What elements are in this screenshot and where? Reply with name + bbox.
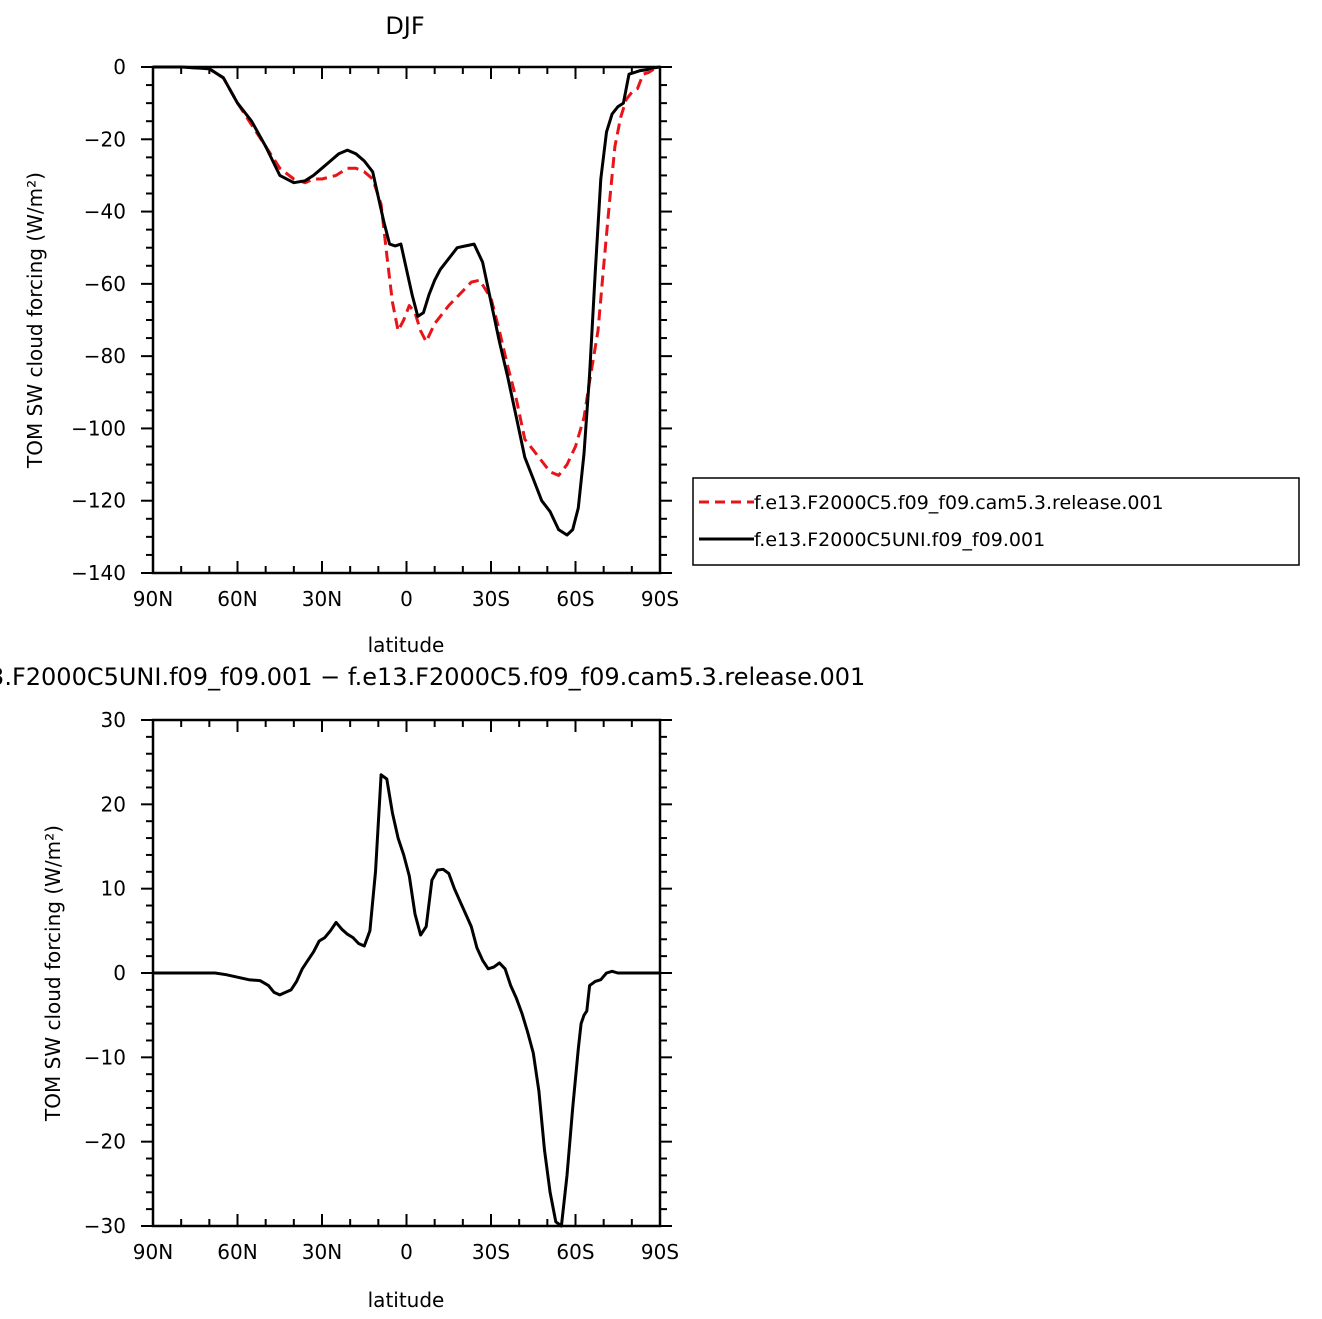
legend: f.e13.F2000C5.f09_f09.cam5.3.release.001…	[692, 477, 1300, 566]
legend-label-uni: f.e13.F2000C5UNI.f09_f09.001	[754, 529, 1045, 551]
bottom-xtick-label: 90S	[641, 1240, 679, 1264]
bottom-chart-title: f.e13.F2000C5UNI.f09_f09.001 − f.e13.F20…	[0, 663, 865, 691]
top-chart: DJF 90N 60N 30N 0 30S 60S 90S 0 −20 −40 −60 −80 −100…	[23, 12, 1300, 657]
bottom-xtick-label: 90N	[133, 1240, 173, 1264]
bottom-xtick-label: 60S	[556, 1240, 594, 1264]
top-xtick-label: 60S	[556, 587, 594, 611]
top-ytick-label: −120	[71, 489, 126, 513]
legend-label-release: f.e13.F2000C5.f09_f09.cam5.3.release.001	[754, 492, 1164, 514]
bottom-chart-xlabel: latitude	[368, 1288, 445, 1312]
bottom-ytick-label: 30	[101, 708, 126, 732]
bottom-xtick-label: 30N	[302, 1240, 342, 1264]
top-ytick-label: −80	[84, 344, 126, 368]
bottom-xtick-label: 60N	[217, 1240, 257, 1264]
legend-box	[692, 477, 1300, 566]
bottom-chart: f.e13.F2000C5UNI.f09_f09.001 − f.e13.F20…	[0, 663, 865, 1312]
bottom-chart-frame	[151, 718, 662, 1228]
top-ytick-label: −100	[71, 416, 126, 440]
bottom-ytick-label: −30	[84, 1214, 126, 1238]
top-chart-xlabel: latitude	[368, 633, 445, 657]
top-xtick-label: 0	[400, 587, 413, 611]
bottom-ytick-label: −10	[84, 1045, 126, 1069]
top-xtick-label: 30S	[472, 587, 510, 611]
bottom-ytick-label: 0	[113, 961, 126, 985]
bottom-series-line-0	[153, 773, 660, 1228]
top-ytick-label: −40	[84, 200, 126, 224]
bottom-ytick-label: 20	[101, 792, 126, 816]
top-chart-title: DJF	[385, 12, 424, 40]
top-chart-frame	[151, 65, 662, 575]
bottom-xtick-label: 0	[400, 1240, 413, 1264]
top-chart-ylabel: TOM SW cloud forcing (W/m²)	[23, 172, 47, 469]
top-xtick-label: 30N	[302, 587, 342, 611]
top-xtick-label: 90N	[133, 587, 173, 611]
bottom-chart-tick-labels: 90N 60N 30N 0 30S 60S 90S 30 20 10 0 −10 −20 −30	[84, 708, 679, 1264]
bottom-chart-ylabel: TOM SW cloud forcing (W/m²)	[41, 825, 65, 1122]
top-xtick-label: 90S	[641, 587, 679, 611]
bottom-ytick-label: 10	[101, 877, 126, 901]
top-series-line-1	[153, 65, 661, 537]
top-series-line-0	[153, 65, 661, 477]
top-xtick-label: 60N	[217, 587, 257, 611]
top-ytick-label: −140	[71, 561, 126, 585]
top-chart-tick-labels: 90N 60N 30N 0 30S 60S 90S 0 −20 −40 −60 −80 −100 −120…	[71, 55, 679, 611]
top-ytick-label: 0	[113, 55, 126, 79]
top-ytick-label: −60	[84, 272, 126, 296]
top-ytick-label: −20	[84, 127, 126, 151]
bottom-xtick-label: 30S	[472, 1240, 510, 1264]
top-chart-series	[153, 65, 661, 537]
bottom-chart-series	[153, 773, 660, 1228]
bottom-ytick-label: −20	[84, 1130, 126, 1154]
